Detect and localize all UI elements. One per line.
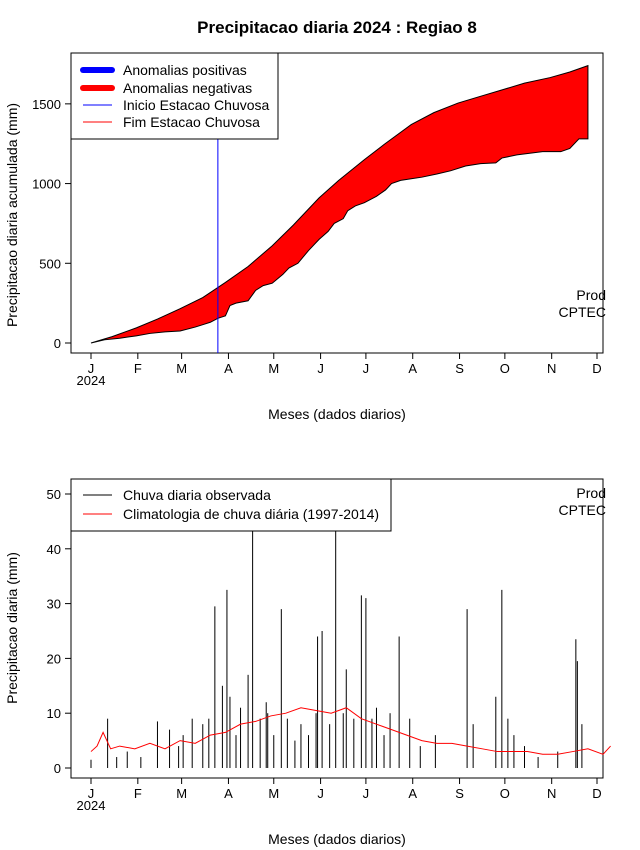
daily-y-ticks: 0 10 20 30 40 50 bbox=[47, 487, 71, 776]
accumulated-x-axis-title: Meses (dados diarios) bbox=[268, 406, 406, 422]
daily-month-label: M bbox=[268, 786, 279, 801]
daily-x-axis-title: Meses (dados diarios) bbox=[268, 831, 406, 847]
daily-y-axis-title: Precipitacao diaria (mm) bbox=[4, 552, 20, 704]
accumulated-month-label: A bbox=[224, 361, 233, 376]
accumulated-month-label: J bbox=[88, 361, 95, 376]
daily-month-label: F bbox=[134, 786, 142, 801]
accumulated-y-tick-label: 1000 bbox=[32, 177, 61, 192]
accumulated-legend: Anomalias positivas Anomalias negativas … bbox=[70, 52, 279, 140]
accumulated-month-label: O bbox=[500, 361, 510, 376]
accumulated-y-tick-label: 0 bbox=[54, 336, 61, 351]
accumulated-month-label: S bbox=[455, 361, 464, 376]
daily-rain-bars bbox=[90, 526, 583, 768]
daily-month-label: M bbox=[176, 786, 187, 801]
daily-month-label: A bbox=[408, 786, 417, 801]
daily-panel: 0 10 20 30 40 50 J F M A M J J A S O N D 2024 Meses (dad… bbox=[4, 478, 611, 847]
daily-month-label: N bbox=[547, 786, 556, 801]
legend-positive-anomaly-label: Anomalias positivas bbox=[123, 62, 247, 78]
accumulated-year-label: 2024 bbox=[77, 373, 106, 388]
credit-cptec-bottom: CPTEC bbox=[559, 502, 606, 518]
daily-month-label: D bbox=[592, 786, 601, 801]
daily-month-label: O bbox=[500, 786, 510, 801]
legend-climatology-label: Climatologia de chuva diária (1997-2014) bbox=[123, 506, 379, 522]
negative-anomaly-area bbox=[90, 64, 589, 344]
credit-cptec-top: CPTEC bbox=[559, 304, 606, 320]
daily-y-tick-label: 30 bbox=[47, 597, 61, 612]
daily-legend-box bbox=[70, 478, 392, 532]
accumulated-month-label: N bbox=[547, 361, 556, 376]
accumulated-month-label: A bbox=[408, 361, 417, 376]
accumulated-month-label: F bbox=[134, 361, 142, 376]
daily-month-label: A bbox=[224, 786, 233, 801]
accumulated-y-tick-label: 1500 bbox=[32, 97, 61, 112]
accumulated-y-ticks: 0 500 1000 1500 bbox=[32, 97, 71, 351]
legend-season-start-label: Inicio Estacao Chuvosa bbox=[123, 97, 270, 113]
daily-month-label: J bbox=[363, 786, 370, 801]
accumulated-month-label: M bbox=[176, 361, 187, 376]
accumulated-month-label: M bbox=[268, 361, 279, 376]
legend-season-end-label: Fim Estacao Chuvosa bbox=[123, 114, 260, 130]
daily-year-label: 2024 bbox=[77, 798, 106, 813]
daily-y-tick-label: 40 bbox=[47, 542, 61, 557]
legend-observed-rain-label: Chuva diaria observada bbox=[123, 487, 271, 503]
daily-y-tick-label: 50 bbox=[47, 487, 61, 502]
accumulated-month-label: D bbox=[592, 361, 601, 376]
daily-climatology-line bbox=[90, 707, 611, 755]
daily-month-label: J bbox=[317, 786, 324, 801]
accumulated-panel: 0 500 1000 1500 J F M A M J J A S O N D 2024 Meses (da… bbox=[4, 52, 606, 422]
accumulated-y-tick-label: 500 bbox=[39, 256, 61, 271]
credit-prod-top: Prod bbox=[576, 287, 606, 303]
accumulated-month-label: J bbox=[317, 361, 324, 376]
accumulated-month-label: J bbox=[363, 361, 370, 376]
daily-month-label: J bbox=[88, 786, 95, 801]
daily-month-label: S bbox=[455, 786, 464, 801]
daily-y-tick-label: 20 bbox=[47, 651, 61, 666]
daily-legend: Chuva diaria observada Climatologia de c… bbox=[70, 478, 392, 532]
accumulated-plot-frame bbox=[70, 52, 604, 354]
credit-prod-bottom: Prod bbox=[576, 485, 606, 501]
legend-negative-anomaly-label: Anomalias negativas bbox=[123, 80, 252, 96]
accumulated-anomaly-area bbox=[90, 64, 589, 344]
chart-title: Precipitacao diaria 2024 : Regiao 8 bbox=[197, 18, 477, 37]
accumulated-y-axis-title: Precipitacao diaria acumulada (mm) bbox=[4, 103, 20, 327]
daily-y-tick-label: 10 bbox=[47, 706, 61, 721]
daily-y-tick-label: 0 bbox=[54, 761, 61, 776]
